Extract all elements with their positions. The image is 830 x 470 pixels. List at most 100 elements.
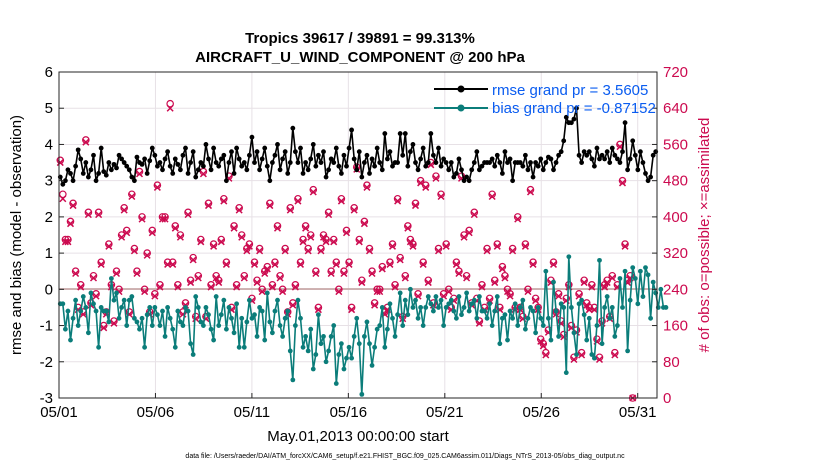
bias-point	[545, 315, 551, 321]
bias-point	[60, 301, 66, 307]
bias-point	[231, 330, 237, 336]
bias-point	[566, 254, 572, 260]
bias-point	[287, 348, 293, 354]
count-assimilated-point	[135, 170, 144, 178]
count-assimilated-point	[307, 233, 315, 241]
bias-point	[200, 323, 206, 328]
rmse-point	[430, 152, 436, 158]
rmse-point	[83, 160, 89, 165]
count-assimilated-point	[524, 288, 532, 296]
count-assimilated-point	[133, 269, 141, 278]
count-assimilated-point	[258, 288, 266, 296]
bias-point	[643, 265, 648, 270]
bias-point	[568, 305, 574, 310]
rmse-point	[80, 171, 86, 176]
rmse-point	[142, 156, 148, 162]
count-assimilated-point	[64, 238, 72, 246]
rmse-point	[451, 174, 457, 180]
bias-point	[349, 355, 355, 361]
rmse-point	[637, 149, 643, 155]
bias-point	[359, 391, 365, 397]
y2-tick-label: 320	[663, 245, 688, 262]
bias-point	[489, 323, 495, 328]
x-tick-label: 05/21	[426, 404, 464, 421]
bias-point	[494, 294, 500, 299]
bias-point	[497, 341, 503, 347]
count-assimilated-point	[233, 283, 241, 291]
rmse-point	[367, 171, 372, 176]
rmse-point	[73, 163, 79, 169]
count-assimilated-point	[378, 265, 386, 273]
count-assimilated-point	[373, 288, 381, 296]
rmse-point	[372, 163, 378, 169]
rmse-point	[556, 152, 562, 158]
rmse-point	[60, 181, 66, 187]
x-tick-label: 05/11	[234, 404, 270, 421]
count-assimilated-point	[401, 274, 409, 282]
count-assimilated-point	[59, 195, 67, 203]
count-assimilated-point	[153, 183, 161, 191]
bias-point	[650, 279, 656, 285]
bias-point	[193, 294, 199, 299]
count-assimilated-point	[194, 274, 202, 282]
bias-point	[538, 315, 544, 321]
count-assimilated-point	[187, 279, 195, 287]
count-assimilated-point	[250, 260, 259, 268]
count-assimilated-point	[437, 192, 445, 201]
bias-point	[139, 315, 145, 321]
bias-point	[68, 337, 73, 343]
x-axis: 05/01 05/06 05/11 05/16 05/21 05/26 05/31	[40, 393, 656, 421]
rmse-point	[315, 152, 321, 158]
rmse-point	[538, 156, 544, 162]
count-assimilated-point	[483, 247, 491, 255]
rmse-point	[211, 145, 217, 151]
bias-point	[464, 290, 470, 296]
bias-point	[499, 315, 505, 321]
rmse-point	[551, 167, 556, 173]
x-tick-label: 05/01	[40, 404, 78, 421]
rmse-point	[446, 167, 452, 173]
bias-point	[111, 297, 117, 303]
bias-point	[530, 308, 536, 314]
rmse-point	[114, 165, 119, 171]
rmse-point	[65, 167, 71, 173]
rmse-point	[533, 160, 539, 165]
rmse-point	[254, 149, 260, 155]
bias-point	[267, 319, 273, 325]
rmse-point	[221, 152, 227, 158]
rmse-point	[464, 174, 470, 180]
bias-point	[476, 294, 482, 299]
rmse-point	[165, 149, 171, 155]
rmse-point	[344, 163, 349, 169]
count-assimilated-point	[376, 288, 384, 296]
bias-point	[80, 294, 86, 299]
bias-point	[83, 305, 89, 310]
bias-point	[614, 323, 620, 328]
rmse-point	[239, 163, 245, 169]
bias-point	[285, 308, 291, 314]
count-assimilated-point	[210, 242, 218, 250]
bias-point	[533, 330, 539, 336]
count-assimilated-point	[590, 306, 598, 314]
count-assimilated-point	[266, 202, 274, 210]
bias-point	[221, 297, 227, 303]
y-tick-label: 1	[45, 245, 53, 262]
bias-point	[364, 319, 370, 325]
rmse-point	[382, 131, 388, 136]
rmse-point	[349, 127, 355, 133]
bias-point	[190, 352, 196, 357]
count-assimilated-point	[345, 260, 353, 268]
legend-rmse-marker	[457, 85, 465, 93]
bias-point	[558, 301, 564, 307]
count-assimilated-point	[583, 301, 591, 309]
rmse-point	[453, 171, 459, 176]
rmse-point	[492, 163, 498, 169]
rmse-point	[489, 156, 495, 162]
rmse-point	[410, 142, 416, 147]
count-assimilated-point	[128, 192, 136, 201]
y2-tick-label: 720	[663, 64, 688, 81]
rmse-point	[579, 160, 585, 165]
bias-point	[607, 315, 613, 321]
rmse-point	[643, 171, 648, 176]
rmse-point	[213, 160, 219, 165]
